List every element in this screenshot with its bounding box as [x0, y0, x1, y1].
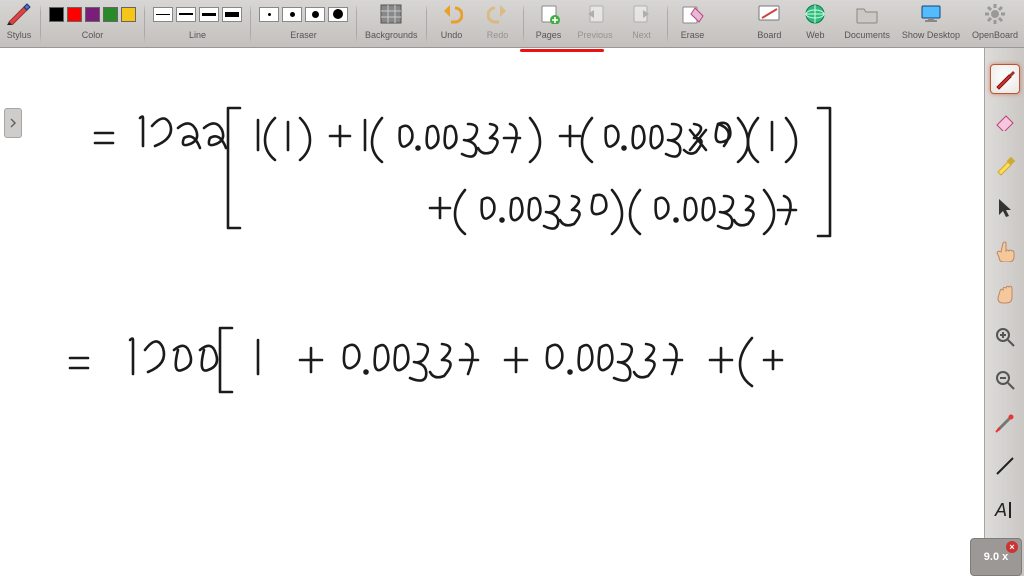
highlighter-icon — [994, 154, 1016, 176]
zoom-indicator[interactable]: × 9.0 x — [970, 538, 1022, 576]
stylus-icon — [6, 3, 32, 25]
line-weight-0[interactable] — [153, 7, 173, 22]
next-button[interactable]: Next — [619, 0, 665, 47]
eraser-size-0[interactable] — [259, 7, 279, 22]
color-swatch-3[interactable] — [103, 7, 118, 22]
stylus-group[interactable]: Stylus — [0, 0, 38, 47]
eraser-icon — [994, 113, 1016, 131]
pointing-hand-icon — [994, 240, 1016, 262]
erase-button[interactable]: Erase — [670, 0, 716, 47]
line-weight-2[interactable] — [199, 7, 219, 22]
previous-button[interactable]: Previous — [572, 0, 619, 47]
svg-text:A: A — [994, 500, 1007, 520]
color-label: Color — [82, 30, 104, 40]
grab-hand-icon — [994, 283, 1016, 305]
eraser-size-3[interactable] — [328, 7, 348, 22]
whiteboard-canvas[interactable] — [0, 48, 984, 576]
globe-icon — [804, 2, 826, 26]
stylus-label: Stylus — [7, 30, 32, 40]
pen-icon — [993, 67, 1017, 91]
color-swatch-2[interactable] — [85, 7, 100, 22]
line-icon — [994, 455, 1016, 477]
folder-icon — [855, 2, 879, 26]
color-group[interactable]: Color — [43, 0, 142, 47]
text-icon: A — [994, 498, 1016, 520]
tool-zoom-in[interactable] — [990, 322, 1020, 352]
tool-line[interactable] — [990, 451, 1020, 481]
undo-icon — [441, 2, 463, 26]
board-button[interactable]: Board — [746, 0, 792, 47]
redo-button[interactable]: Redo — [475, 0, 521, 47]
redo-icon — [487, 2, 509, 26]
line-label: Line — [189, 30, 206, 40]
gear-icon — [984, 2, 1006, 26]
line-weight-1[interactable] — [176, 7, 196, 22]
tool-pen[interactable] — [990, 64, 1020, 94]
tool-hand[interactable] — [990, 279, 1020, 309]
zoom-value: 9.0 x — [984, 551, 1008, 563]
pages-button[interactable]: Pages — [526, 0, 572, 47]
zoom-in-icon — [994, 326, 1016, 348]
line-group[interactable]: Line — [147, 0, 248, 47]
handwriting-layer — [0, 48, 984, 576]
tool-zoom-out[interactable] — [990, 365, 1020, 395]
documents-button[interactable]: Documents — [838, 0, 896, 47]
color-swatch-4[interactable] — [121, 7, 136, 22]
close-icon[interactable]: × — [1006, 541, 1018, 553]
prev-page-icon — [584, 2, 606, 26]
erase-icon — [681, 2, 705, 26]
tool-pointer[interactable] — [990, 193, 1020, 223]
web-button[interactable]: Web — [792, 0, 838, 47]
show-desktop-button[interactable]: Show Desktop — [896, 0, 966, 47]
zoom-out-icon — [994, 369, 1016, 391]
backgrounds-button[interactable]: Backgrounds — [359, 0, 424, 47]
tool-laser[interactable] — [990, 408, 1020, 438]
color-swatch-0[interactable] — [49, 7, 64, 22]
openboard-menu-button[interactable]: OpenBoard — [966, 0, 1024, 47]
tool-eraser[interactable] — [990, 107, 1020, 137]
board-icon — [757, 2, 781, 26]
eraser-size-label: Eraser — [290, 30, 317, 40]
undo-button[interactable]: Undo — [429, 0, 475, 47]
color-swatch-1[interactable] — [67, 7, 82, 22]
line-weight-3[interactable] — [222, 7, 242, 22]
laser-icon — [994, 412, 1016, 434]
eraser-size-group[interactable]: Eraser — [253, 0, 354, 47]
eraser-size-1[interactable] — [282, 7, 302, 22]
main-toolbar: Stylus Color Line Eraser Backgrounds Und… — [0, 0, 1024, 48]
desktop-icon — [919, 2, 943, 26]
new-page-icon — [538, 2, 560, 26]
arrow-cursor-icon — [996, 197, 1014, 219]
tool-text[interactable]: A — [990, 494, 1020, 524]
next-page-icon — [631, 2, 653, 26]
tool-finger[interactable] — [990, 236, 1020, 266]
eraser-size-2[interactable] — [305, 7, 325, 22]
grid-icon — [380, 2, 402, 26]
right-toolstrip: A — [984, 48, 1024, 576]
tool-highlighter[interactable] — [990, 150, 1020, 180]
